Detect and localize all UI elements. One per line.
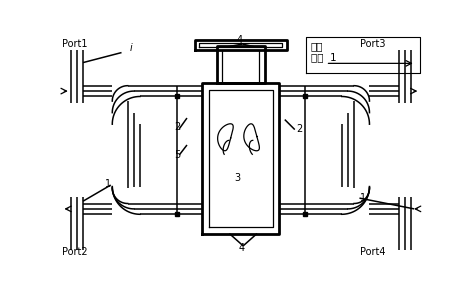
Text: 3: 3 bbox=[234, 173, 240, 183]
Text: Port2: Port2 bbox=[62, 247, 88, 257]
Text: i: i bbox=[129, 43, 132, 53]
Text: Port1: Port1 bbox=[62, 40, 88, 50]
Text: 传输: 传输 bbox=[311, 41, 323, 51]
Text: 线路  1: 线路 1 bbox=[311, 52, 337, 62]
Text: 1: 1 bbox=[105, 179, 111, 189]
Text: 2: 2 bbox=[174, 122, 180, 132]
Text: 5: 5 bbox=[174, 150, 180, 160]
Text: 2: 2 bbox=[296, 124, 303, 134]
Text: Port3: Port3 bbox=[360, 40, 386, 50]
Text: Port4: Port4 bbox=[360, 247, 386, 257]
Text: 4: 4 bbox=[239, 243, 245, 253]
Text: 1: 1 bbox=[360, 193, 366, 203]
Text: 4: 4 bbox=[236, 35, 243, 45]
